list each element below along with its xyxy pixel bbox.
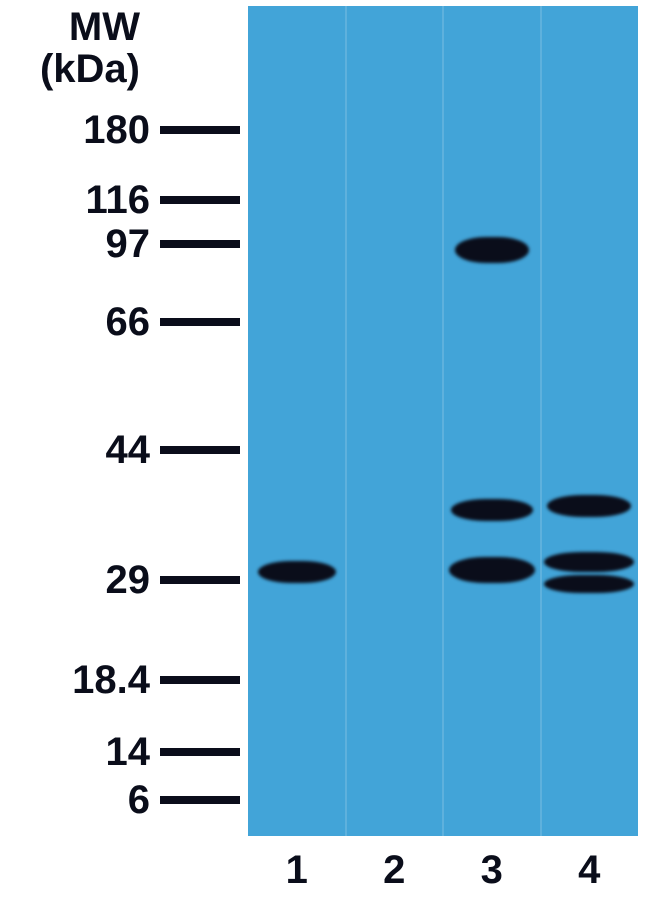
lane-number: 1: [248, 848, 346, 893]
mw-marker-label: 44: [106, 428, 151, 473]
mw-marker-label: 18.4: [72, 658, 150, 703]
blot-membrane: [248, 6, 638, 836]
lane-divider: [345, 6, 347, 836]
mw-tick: [160, 796, 240, 804]
mw-tick: [160, 318, 240, 326]
blot-band: [544, 575, 634, 593]
blot-band: [455, 237, 529, 263]
mw-tick: [160, 576, 240, 584]
axis-title-line2: (kDa): [10, 48, 140, 90]
lane-number: 3: [443, 848, 541, 893]
mw-tick: [160, 126, 240, 134]
blot-band: [547, 495, 631, 517]
blot-band: [451, 499, 533, 521]
mw-marker-label: 97: [106, 222, 151, 267]
blot-band: [544, 552, 634, 572]
blot-band: [449, 557, 535, 583]
mw-tick: [160, 748, 240, 756]
mw-marker-label: 66: [106, 300, 151, 345]
mw-tick: [160, 676, 240, 684]
mw-marker-label: 6: [128, 778, 150, 823]
axis-title: MW (kDa): [10, 6, 140, 90]
mw-tick: [160, 446, 240, 454]
lane-divider: [442, 6, 444, 836]
blot-band: [258, 561, 336, 583]
lane-number: 2: [346, 848, 444, 893]
mw-marker-label: 116: [85, 178, 150, 223]
axis-title-line1: MW: [10, 6, 140, 48]
mw-marker-label: 14: [106, 730, 151, 775]
mw-marker-label: 180: [83, 108, 150, 153]
mw-tick: [160, 196, 240, 204]
mw-marker-label: 29: [106, 558, 151, 603]
mw-tick: [160, 240, 240, 248]
lane-number: 4: [541, 848, 639, 893]
lane-divider: [540, 6, 542, 836]
western-blot-figure: MW (kDa) 180 11697 66 44 29 18.4 146 1234: [0, 0, 650, 906]
